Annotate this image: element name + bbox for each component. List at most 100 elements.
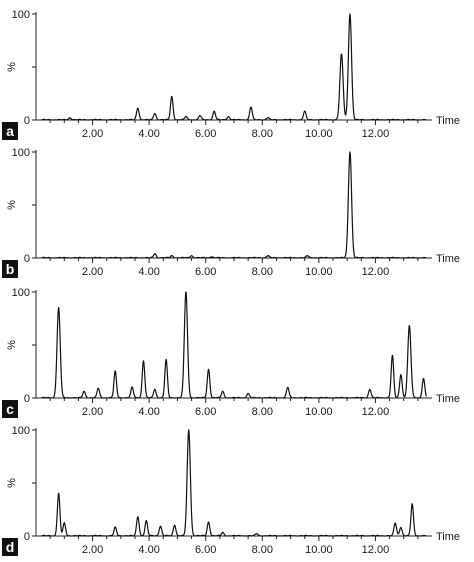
peak-point [250,106,252,108]
peak-point [58,493,60,495]
peak-point [63,522,65,524]
peak-point [400,374,402,376]
x-tick-label: 6.00 [195,266,216,278]
peak-point [394,522,396,524]
chromatogram-trace [41,291,427,399]
x-tick-label: 6.00 [195,544,216,556]
x-tick-label: 10.00 [305,128,333,140]
x-tick-label: 12.00 [362,406,390,418]
y-tick-label: 100 [12,147,30,159]
x-tick-label: 2.00 [82,544,103,556]
x-axis-label: Time [436,115,460,127]
peak-point [267,255,269,257]
chromatogram-trace [41,151,427,259]
x-tick-label: 10.00 [305,544,333,556]
peak-point [411,503,413,505]
chromatogram-trace [41,429,427,537]
x-tick-label: 8.00 [252,128,273,140]
x-tick-label: 8.00 [252,544,273,556]
peak-point [69,117,71,119]
peak-point [145,520,147,522]
peak-point [422,378,425,380]
y-axis-label: % [6,62,18,72]
peak-point [369,388,371,391]
peak-point [114,526,116,529]
x-tick-label: 6.00 [195,406,216,418]
panel-tag-box [2,538,18,556]
x-tick-label: 2.00 [82,266,103,278]
peak-point [83,391,85,393]
panel-tag-letter: c [6,401,14,417]
x-axis-label: Time [436,393,460,405]
panel-tag-letter: b [6,261,15,277]
x-tick-label: 4.00 [138,266,159,278]
peak-point [159,525,162,528]
peak-point [247,393,249,395]
peak-point [165,359,167,361]
x-tick-label: 12.00 [362,128,390,140]
peak-point [210,256,212,258]
peak-point [137,107,139,109]
peak-point [58,307,60,309]
peak-point [304,110,306,113]
peak-point [267,117,269,119]
peak-point [227,116,229,118]
peak-point [171,96,173,98]
peak-point [154,253,156,255]
panel-tag-letter: a [6,123,14,139]
peak-point [171,255,173,257]
y-tick-label: 0 [24,253,30,265]
peak-point [185,291,187,293]
peak-point [137,516,139,518]
peak-point [400,526,402,529]
peak-point [408,325,410,327]
panel-tag-box [2,122,18,140]
y-axis-label: % [6,200,18,210]
x-tick-label: 6.00 [195,128,216,140]
peak-point [154,113,156,115]
x-tick-label: 10.00 [305,406,333,418]
peak-point [287,386,289,388]
peak-point [222,532,224,534]
y-tick-label: 0 [24,115,30,127]
chromatogram-trace [41,13,427,121]
panel-tag-box [2,400,18,418]
x-tick-label: 12.00 [362,266,390,278]
x-axis-label: Time [436,253,460,265]
x-axis-label: Time [436,531,460,543]
peak-point [340,53,343,55]
y-tick-label: 0 [24,531,30,543]
peak-point [154,388,156,391]
peak-point [256,533,258,535]
x-tick-label: 8.00 [252,406,273,418]
x-tick-label: 4.00 [138,128,159,140]
peak-point [114,370,116,373]
peak-point [306,255,309,257]
panel-tag-letter: d [6,539,15,555]
peak-point [142,360,145,362]
peak-point [222,391,224,393]
x-tick-label: 2.00 [82,128,103,140]
peak-point [207,368,210,370]
peak-point [97,387,99,390]
panel-tag-box [2,260,18,278]
peak-point [174,524,176,527]
y-tick-label: 0 [24,393,30,405]
peak-point [131,386,133,388]
peak-point [190,255,193,257]
x-tick-label: 4.00 [138,544,159,556]
peak-point [188,429,190,431]
x-tick-label: 2.00 [82,406,103,418]
y-axis-label: % [6,340,18,350]
peak-point [185,116,187,118]
x-tick-label: 10.00 [305,266,333,278]
y-tick-label: 100 [12,425,30,437]
y-axis-label: % [6,478,18,488]
x-tick-label: 8.00 [252,266,273,278]
peak-point [349,13,351,15]
peak-point [207,521,210,523]
peak-point [349,151,351,153]
peak-point [213,110,215,113]
peak-point [391,355,393,357]
